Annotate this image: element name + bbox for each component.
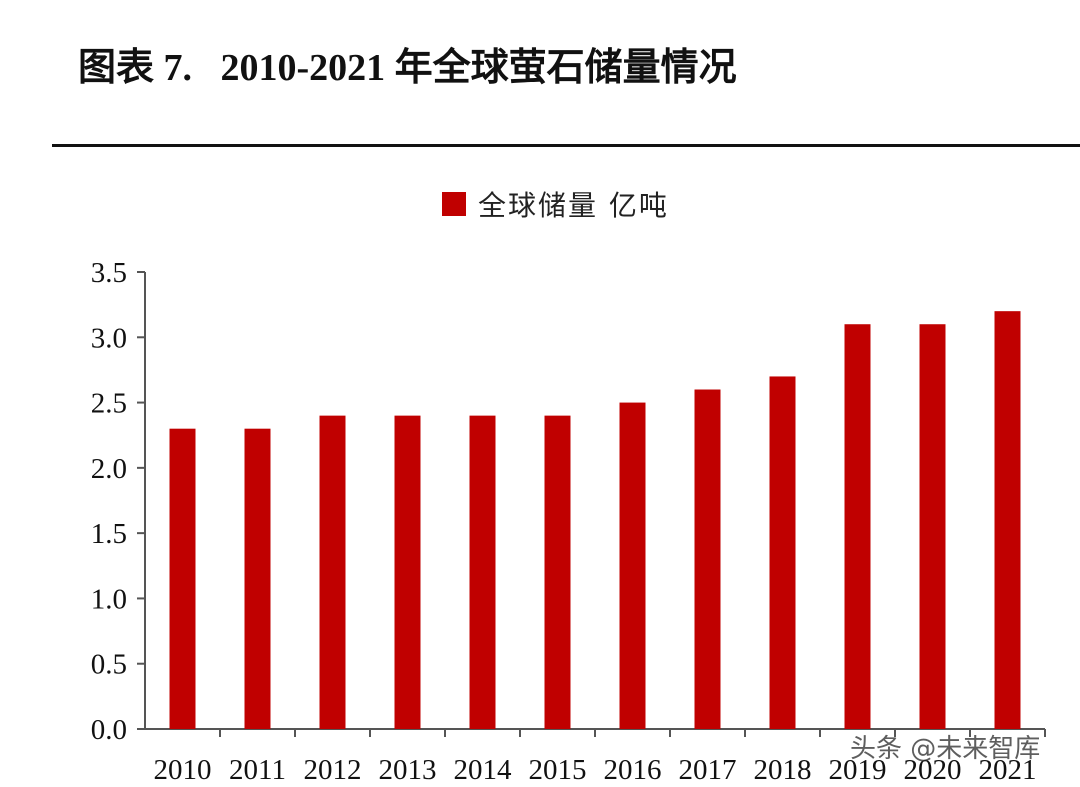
bar-2016 [619,402,646,729]
y-tick-label: 3.0 [91,322,127,354]
y-tick-label: 2.5 [91,388,127,420]
x-axis-ticks: 2010 2011 2012 2013 2014 2015 2016 2017 2018 2019… [154,754,1037,786]
y-tick-label: 3.5 [91,257,127,289]
x-tick-label-2016: 2016 [604,754,662,786]
legend-swatch [442,192,466,216]
y-axis-ticks: 0.0 0.5 1.0 1.5 2.0 2.5 3.0 3.5 [91,257,127,746]
x-tick-label-2019: 2019 [829,754,887,786]
x-tick-label-2021: 2021 [979,754,1037,786]
legend: 全球储量 亿吨 [442,186,669,222]
x-tick-label-2018: 2018 [754,754,812,786]
y-tick-label: 1.5 [91,518,127,550]
x-tick-label-2014: 2014 [454,754,513,786]
bar-2010 [169,428,196,729]
bar-2014 [469,415,496,729]
legend-label: 全球储量 亿吨 [478,189,669,222]
bar-2020 [919,324,946,729]
bar-2018 [769,376,796,729]
bar-2013 [394,415,421,729]
bar-2021 [994,311,1021,729]
x-tick-label-2010: 2010 [154,754,212,786]
y-tick-label: 0.5 [91,649,127,681]
y-tick-label: 2.0 [91,453,127,485]
x-tick-label-2020: 2020 [904,754,962,786]
chart-axes [137,271,1046,737]
title-divider [52,144,1080,147]
chart-bars [169,311,1021,729]
bar-2015 [544,415,571,729]
y-tick-label: 0.0 [91,714,127,746]
chart-title: 图表 7. 2010-2021 年全球萤石储量情况 [78,47,737,89]
x-tick-label-2017: 2017 [679,754,737,786]
bar-2017 [694,389,721,729]
x-tick-label-2015: 2015 [529,754,587,786]
bar-2012 [319,415,346,729]
x-tick-label-2011: 2011 [229,754,286,786]
x-tick-label-2012: 2012 [304,754,362,786]
watermark: 头条 @未来智库 [850,734,1041,764]
x-tick-label-2013: 2013 [379,754,437,786]
y-tick-label: 1.0 [91,583,127,615]
bar-2019 [844,324,871,729]
bar-2011 [244,428,271,729]
